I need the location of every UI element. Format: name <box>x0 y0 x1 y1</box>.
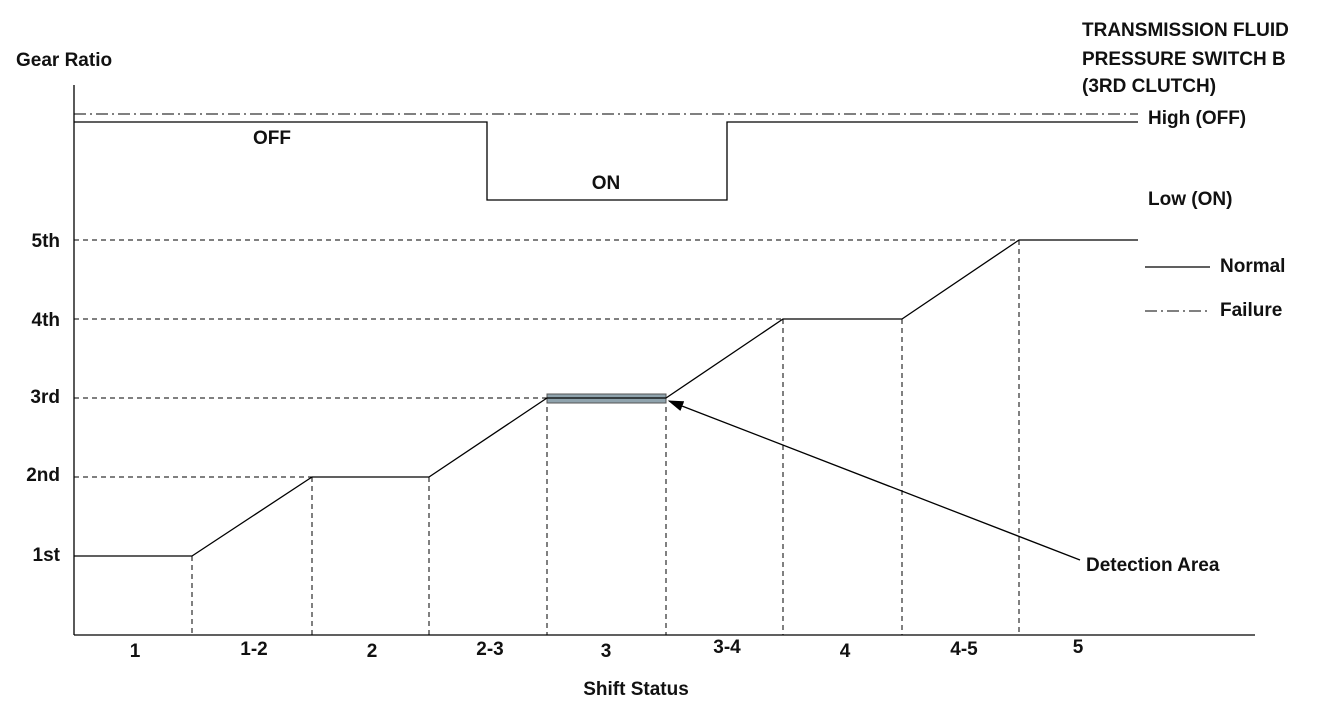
legend-label: Failure <box>1220 300 1282 321</box>
state-label: Low (ON) <box>1148 189 1232 210</box>
shift-status-labels: 1 1-2 2 2-3 3 3-4 4 4-5 5 <box>130 637 1084 662</box>
annotation: Detection Area <box>1086 555 1220 576</box>
axes <box>73 85 1255 636</box>
arrow <box>667 400 1081 561</box>
shift-status-label: 5 <box>1073 637 1084 658</box>
shift-status-label: 2-3 <box>476 639 503 660</box>
gear-label: 5th <box>32 231 61 252</box>
shift-status-label: 1-2 <box>240 639 267 660</box>
guide-lines <box>74 239 1020 635</box>
switch-line <box>74 121 1138 201</box>
y-axis-label: Gear Ratio <box>16 50 112 71</box>
gear-label: 1st <box>33 545 61 566</box>
x-axis-label: Shift Status <box>583 679 689 700</box>
gear-label: 2nd <box>26 465 60 486</box>
shift-status-label: 3-4 <box>713 637 741 658</box>
switch-title: PRESSURE SWITCH B <box>1082 49 1286 70</box>
switch-title: (3RD CLUTCH) <box>1082 76 1216 97</box>
gear-label: 3rd <box>30 387 60 408</box>
legend-label: Normal <box>1220 256 1285 277</box>
gear-label: 4th <box>32 310 61 331</box>
state-label: OFF <box>253 128 291 149</box>
shift-status-label: 4-5 <box>950 639 978 660</box>
switch-title: TRANSMISSION FLUID <box>1082 20 1289 41</box>
state-label: ON <box>592 173 621 194</box>
state-label: High (OFF) <box>1148 108 1246 129</box>
shift-status-label: 4 <box>840 641 851 662</box>
shift-status-label: 2 <box>367 641 378 662</box>
shift-status-label: 1 <box>130 641 141 662</box>
shift-status-label: 3 <box>601 641 612 662</box>
gear-line <box>74 239 1138 557</box>
